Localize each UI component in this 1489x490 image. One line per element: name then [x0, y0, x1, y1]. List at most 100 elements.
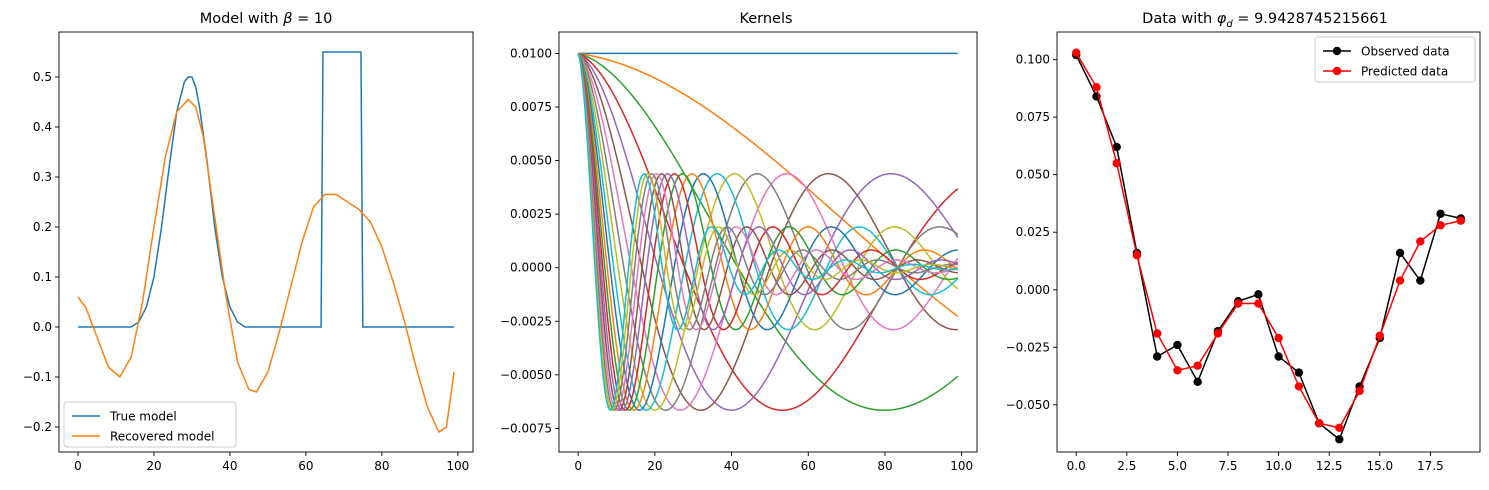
- plot-area: [1072, 48, 1465, 444]
- y-tick-label: −0.2: [23, 420, 52, 434]
- legend-label: Observed data: [1361, 45, 1450, 59]
- y-tick-label: −0.0075: [500, 421, 552, 435]
- panel-1-model: 0 20 40 60 80 100 −0.2 −0.1 0.0 0.1 0.2 0.3 0.4 0.5 Tr…: [23, 31, 474, 473]
- legend-label: True model: [109, 410, 177, 424]
- kernel-line-14: [577, 53, 959, 411]
- panel-2-title: Kernels: [739, 11, 792, 27]
- panel-3-title: Data with φd = 9.9428745215661: [1142, 11, 1388, 30]
- panel-1-title: Model with β = 10: [200, 11, 333, 27]
- axes-frame: [58, 31, 474, 453]
- x-tick-label: 60: [801, 459, 816, 473]
- x-tick-label: 0.0: [1067, 459, 1086, 473]
- x-tick-label: 100: [446, 459, 469, 473]
- legend-label: Predicted data: [1361, 65, 1448, 79]
- y-tick-label: 0.0050: [510, 154, 552, 168]
- panel-3-title-symbol: φ: [1217, 11, 1227, 27]
- point-predicted-data: [1375, 331, 1385, 340]
- point-predicted-data: [1132, 251, 1142, 260]
- x-tick-label: 10.0: [1265, 459, 1292, 473]
- panel-3-data: 0.0 2.5 5.0 7.5 10.0 12.5 15.0 17.5 −0.050 −0.025…: [1006, 31, 1481, 473]
- point-predicted-data: [1092, 83, 1101, 92]
- point-predicted-data: [1193, 361, 1202, 370]
- point-predicted-data: [1274, 333, 1283, 343]
- y-tick-label: 0.0: [33, 320, 52, 334]
- series-line-true-model: [77, 51, 455, 328]
- point-predicted-data: [1335, 423, 1344, 433]
- kernel-line-19: [577, 53, 958, 412]
- point-observed-data: [1173, 340, 1182, 350]
- kernel-line-11: [577, 53, 958, 411]
- point-predicted-data: [1416, 237, 1425, 246]
- point-predicted-data: [1233, 299, 1243, 308]
- x-tick-label: 17.5: [1417, 459, 1444, 473]
- y-tick-label: −0.0050: [500, 368, 552, 382]
- kernel-line-7: [577, 52, 959, 411]
- kernel-line-16: [577, 53, 958, 411]
- point-observed-data: [1274, 352, 1283, 361]
- series-line-recovered-model: [77, 98, 455, 434]
- legend-marker: [1332, 46, 1342, 56]
- y-tick-label: 0.000: [1016, 283, 1050, 297]
- y-tick-label: 0.0100: [510, 46, 552, 60]
- panel-1-title-suffix: = 10: [292, 11, 332, 27]
- point-predicted-data: [1072, 48, 1081, 57]
- kernel-line-20: [577, 53, 958, 411]
- panel-1-title-prefix: Model with: [200, 11, 284, 27]
- point-predicted-data: [1173, 366, 1182, 375]
- x-tick-label: 40: [724, 459, 739, 473]
- x-tick-label: 0: [574, 459, 582, 473]
- point-predicted-data: [1436, 221, 1445, 230]
- panel-3-title-prefix: Data with: [1142, 11, 1217, 27]
- x-tick-label: 60: [298, 459, 313, 473]
- point-observed-data: [1152, 352, 1162, 361]
- x-tick-label: 2.5: [1117, 459, 1136, 473]
- x-tick-label: 7.5: [1218, 459, 1237, 473]
- y-tick-label: 0.100: [1016, 53, 1050, 67]
- x-tick-label: 12.5: [1316, 459, 1343, 473]
- axes-frame: [558, 31, 978, 453]
- y-tick-label: 0.025: [1016, 225, 1050, 239]
- point-observed-data: [1436, 209, 1445, 219]
- panel-3-title-subscript: d: [1226, 19, 1233, 30]
- y-tick-label: 0.3: [33, 170, 52, 184]
- y-tick-label: 0.4: [33, 120, 52, 134]
- x-tick-label: 100: [950, 459, 973, 473]
- y-tick-label: 0.1: [33, 270, 52, 284]
- series-line-predicted-data: [1075, 52, 1461, 429]
- series-line-observed-data: [1075, 54, 1461, 441]
- kernel-line-17: [577, 53, 959, 412]
- x-tick-label: 20: [146, 459, 161, 473]
- y-tick-label: 0.2: [33, 220, 52, 234]
- point-observed-data: [1193, 377, 1202, 387]
- kernel-line-12: [577, 53, 959, 411]
- point-predicted-data: [1395, 276, 1405, 285]
- point-observed-data: [1112, 142, 1121, 152]
- point-predicted-data: [1314, 419, 1324, 428]
- point-observed-data: [1294, 368, 1304, 377]
- panel-3-title-suffix: = 9.9428745215661: [1233, 11, 1388, 27]
- x-tick-label: 20: [647, 459, 662, 473]
- point-predicted-data: [1456, 216, 1465, 225]
- kernel-line-15: [577, 53, 959, 411]
- x-tick-label: 0: [74, 459, 82, 473]
- legend-marker: [1332, 66, 1342, 76]
- point-predicted-data: [1355, 386, 1364, 396]
- x-tick-label: 40: [222, 459, 237, 473]
- y-tick-label: 0.0075: [510, 100, 552, 114]
- kernel-line-3: [577, 52, 959, 411]
- point-observed-data: [1335, 435, 1344, 444]
- legend: [1314, 36, 1476, 83]
- y-tick-label: 0.0025: [510, 207, 552, 221]
- point-predicted-data: [1254, 299, 1263, 308]
- point-observed-data: [1254, 290, 1263, 299]
- point-predicted-data: [1294, 382, 1304, 391]
- plot-area: [577, 52, 959, 412]
- panel-1-title-symbol: β: [282, 11, 292, 27]
- y-tick-label: −0.0025: [500, 314, 552, 328]
- point-predicted-data: [1213, 329, 1223, 338]
- kernel-line-9: [577, 52, 959, 411]
- axes-frame: [1056, 31, 1481, 453]
- point-observed-data: [1416, 276, 1425, 285]
- panel-2-kernels: 0 20 40 60 80 100 −0.0075 −0.0050 −0.0025 0.0000 0…: [500, 31, 978, 473]
